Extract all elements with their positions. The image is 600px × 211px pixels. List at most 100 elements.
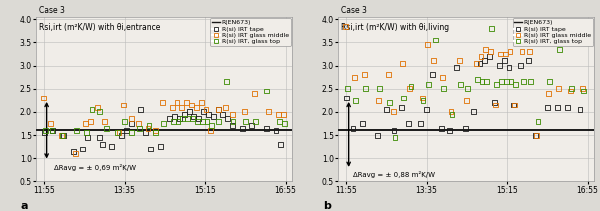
Point xyxy=(228,119,238,123)
Point xyxy=(127,122,136,125)
Point xyxy=(85,119,95,123)
Point xyxy=(341,24,350,28)
Point xyxy=(358,122,367,125)
Point xyxy=(454,59,464,63)
Point xyxy=(405,87,415,91)
Point xyxy=(476,55,486,58)
Point xyxy=(487,27,496,30)
Point xyxy=(461,126,470,130)
Point xyxy=(68,150,78,153)
Point xyxy=(169,119,178,123)
Point xyxy=(213,108,223,111)
Point xyxy=(120,119,130,123)
Point xyxy=(429,59,439,63)
Point xyxy=(48,129,58,132)
Point xyxy=(373,133,382,137)
Point xyxy=(499,59,509,63)
Point xyxy=(382,108,392,111)
Point xyxy=(423,43,433,46)
Text: b: b xyxy=(323,201,331,211)
Point xyxy=(422,108,431,111)
Point xyxy=(189,115,199,118)
Point xyxy=(389,129,399,132)
Point xyxy=(182,101,191,104)
Point xyxy=(424,83,434,86)
Point xyxy=(416,122,425,125)
Point xyxy=(165,117,175,120)
Text: ΔRavg = ± 0,88 m²K/W: ΔRavg = ± 0,88 m²K/W xyxy=(353,171,434,178)
Point xyxy=(575,108,585,111)
Point xyxy=(496,52,505,56)
Point xyxy=(563,106,573,109)
Point xyxy=(496,80,506,84)
Point xyxy=(116,133,126,137)
Point xyxy=(342,96,352,100)
Point xyxy=(554,48,564,51)
Point xyxy=(505,50,515,53)
Point xyxy=(199,110,208,114)
Point xyxy=(158,101,167,104)
Point xyxy=(136,108,146,111)
Point xyxy=(155,145,165,148)
Point xyxy=(359,73,369,77)
Point xyxy=(134,126,144,130)
Point xyxy=(275,119,284,123)
Text: a: a xyxy=(20,201,28,211)
Point xyxy=(83,136,92,139)
Point xyxy=(78,147,88,151)
Point xyxy=(107,145,116,148)
Point xyxy=(280,122,289,125)
Point xyxy=(94,110,104,114)
Point xyxy=(208,115,218,118)
Point xyxy=(578,89,588,93)
Point xyxy=(100,119,109,123)
Point xyxy=(348,126,358,130)
Point xyxy=(462,99,472,102)
Point xyxy=(445,129,454,132)
Point xyxy=(463,87,472,91)
Point xyxy=(193,119,202,123)
Point xyxy=(102,126,112,130)
Point xyxy=(544,92,553,95)
Legend: R(EN673), R(si) IRT tape, R(si) IRT glass middle, R(si) IRT, glass top: R(EN673), R(si) IRT tape, R(si) IRT glas… xyxy=(512,18,593,46)
Point xyxy=(504,66,514,70)
Point xyxy=(530,133,540,137)
Point xyxy=(134,122,143,125)
Point xyxy=(262,89,272,93)
Point xyxy=(241,119,250,123)
Text: Rsi,irt (m²K/W) with θi,living: Rsi,irt (m²K/W) with θi,living xyxy=(341,23,449,32)
Point xyxy=(202,119,212,123)
Point xyxy=(486,50,496,53)
Point xyxy=(178,117,188,120)
Point xyxy=(238,126,247,130)
Point xyxy=(264,110,274,114)
Point xyxy=(114,131,124,134)
Point xyxy=(404,122,413,125)
Point xyxy=(385,101,394,104)
Point xyxy=(71,152,80,155)
Point xyxy=(360,87,370,91)
Point xyxy=(127,131,136,134)
Point xyxy=(482,80,491,84)
Point xyxy=(490,101,499,104)
Point xyxy=(119,103,128,107)
Point xyxy=(175,117,184,120)
Point xyxy=(56,133,66,137)
Point xyxy=(533,119,543,123)
Point xyxy=(194,117,203,120)
Point xyxy=(456,83,466,86)
Point xyxy=(350,76,359,79)
Point xyxy=(491,83,501,86)
Point xyxy=(92,106,102,109)
Point xyxy=(500,52,510,56)
Point xyxy=(506,80,516,84)
Point xyxy=(477,80,487,84)
Point xyxy=(240,110,250,114)
Point xyxy=(247,124,257,127)
Point xyxy=(151,131,161,134)
Point xyxy=(46,122,55,125)
Point xyxy=(516,64,526,67)
Point xyxy=(262,126,271,130)
Point xyxy=(480,59,490,63)
Point xyxy=(221,106,230,109)
